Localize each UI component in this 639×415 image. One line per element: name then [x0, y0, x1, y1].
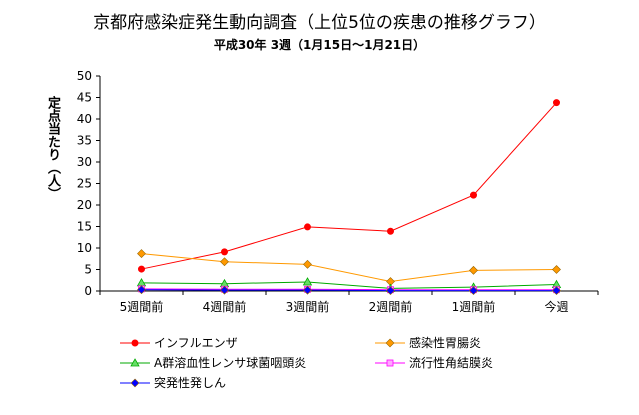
data-point	[221, 248, 228, 256]
data-point	[553, 99, 560, 107]
chart-subtitle: 平成30年 3週（1月15日～1月21日）	[213, 38, 426, 52]
series-line	[141, 281, 557, 289]
y-tick-label: 10	[77, 241, 92, 255]
x-tick-label: 4週間前	[203, 299, 247, 314]
data-point	[303, 259, 312, 269]
x-ticks: 5週間前 4週間前 3週間前 2週間前 1週間前 今週	[99, 291, 599, 314]
data-point	[304, 223, 311, 231]
y-tick-label: 15	[77, 220, 92, 234]
y-axis-label: 定点当たり（人）	[45, 96, 60, 200]
data-point	[220, 285, 229, 295]
legend-item: 感染性胃腸炎	[375, 335, 481, 350]
y-tick-label: 0	[84, 284, 92, 298]
y-tick-label: 35	[77, 134, 92, 148]
data-point	[469, 286, 478, 295]
data-point	[386, 286, 395, 295]
x-tick-label: 今週	[544, 299, 568, 314]
data-point	[137, 285, 146, 295]
data-point	[303, 285, 312, 295]
y-tick-label: 50	[77, 69, 92, 83]
y-tick-label: 20	[77, 198, 92, 212]
data-point	[138, 265, 145, 273]
x-tick-label: 3週間前	[286, 299, 330, 314]
legend-item: 突発性発しん	[120, 375, 226, 390]
legend-marker	[386, 359, 394, 367]
x-tick-label: 5週間前	[120, 299, 164, 314]
y-tick-label: 40	[77, 112, 92, 126]
series-1	[138, 99, 560, 273]
series-5	[137, 285, 561, 295]
legend-label: A群溶血性レンサ球菌咽頭炎	[154, 355, 306, 370]
legend-marker	[130, 378, 140, 388]
chart-title: 京都府感染症発生動向調査（上位5位の疾患の推移グラフ）	[93, 13, 546, 33]
legend-item: A群溶血性レンサ球菌咽頭炎	[120, 355, 306, 370]
series-line	[141, 288, 557, 291]
data-point	[470, 191, 477, 199]
y-ticks: 0 5 10 15 20 25 30 35 40 45 50	[77, 69, 100, 298]
series-line	[141, 289, 557, 292]
data-point	[552, 286, 561, 295]
data-point	[136, 278, 147, 287]
axes	[99, 76, 598, 292]
y-tick-label: 5	[84, 263, 92, 277]
series-line	[141, 102, 557, 270]
legend-label: 突発性発しん	[154, 375, 226, 390]
legend-label: 流行性角結膜炎	[409, 356, 493, 370]
y-tick-label: 30	[77, 155, 92, 169]
legend-item: 流行性角結膜炎	[375, 356, 493, 370]
legend-item: インフルエンザ	[120, 336, 238, 350]
y-tick-label: 45	[77, 91, 92, 105]
legend-marker	[385, 338, 395, 348]
series-line	[141, 253, 557, 283]
series-group	[136, 99, 562, 295]
x-tick-label: 1週間前	[452, 299, 496, 314]
series-2	[137, 249, 561, 286]
data-point	[220, 257, 229, 267]
data-point	[469, 265, 478, 275]
legend-marker	[130, 358, 140, 367]
y-tick-label: 25	[77, 177, 92, 191]
legend-label: インフルエンザ	[154, 336, 238, 350]
legend-label: 感染性胃腸炎	[409, 335, 481, 350]
data-point	[302, 277, 313, 286]
x-tick-label: 2週間前	[369, 299, 413, 314]
data-point	[137, 249, 146, 259]
data-point	[552, 265, 561, 274]
data-point	[387, 227, 394, 235]
legend-marker	[131, 339, 139, 347]
